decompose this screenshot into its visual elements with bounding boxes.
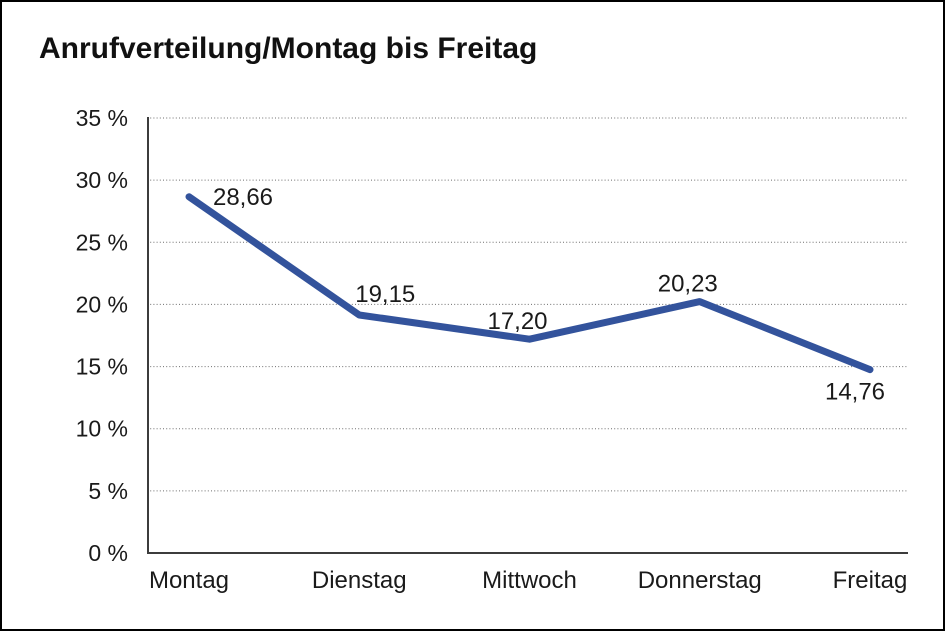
data-point-label: 28,66 [213, 184, 273, 211]
x-category-label: Freitag [833, 567, 908, 594]
data-point-label: 19,15 [355, 281, 415, 308]
y-tick-label: 0 % [88, 540, 128, 566]
y-tick-label: 15 % [76, 354, 128, 380]
y-tick-label: 25 % [76, 229, 128, 255]
data-point-label: 20,23 [658, 271, 718, 298]
data-labels: 28,66 19,15 17,20 20,23 14,76 [213, 184, 885, 406]
chart-title: Anrufverteilung/Montag bis Freitag [39, 32, 538, 65]
y-tick-labels: 0 % 5 % 10 % 15 % 20 % 25 % 30 % 35 % [76, 105, 128, 566]
data-point-label: 14,76 [825, 379, 885, 406]
x-category-label: Dienstag [312, 567, 407, 594]
y-tick-label: 10 % [76, 416, 128, 442]
y-tick-label: 5 % [88, 478, 128, 504]
data-line [185, 193, 874, 374]
y-tick-label: 20 % [76, 291, 128, 317]
series-group [185, 193, 874, 374]
x-category-labels: Montag Dienstag Mittwoch Donnerstag Freitag [149, 567, 907, 594]
data-point-label: 17,20 [487, 308, 547, 335]
x-category-label: Donnerstag [638, 567, 762, 594]
x-category-label: Montag [149, 567, 229, 594]
gridlines [147, 117, 908, 492]
y-tick-label: 30 % [76, 167, 128, 193]
x-category-label: Mittwoch [482, 567, 577, 594]
y-tick-label: 35 % [76, 105, 128, 131]
